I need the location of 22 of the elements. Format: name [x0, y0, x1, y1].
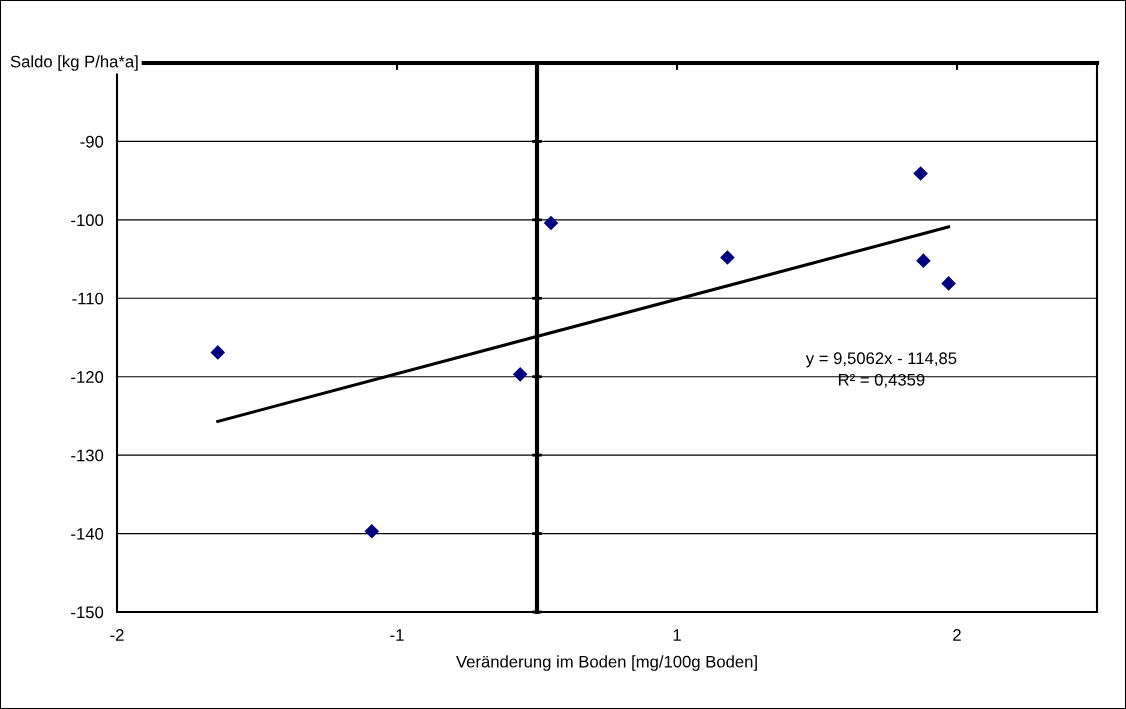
y-tick-label: -110: [72, 292, 104, 305]
point: [916, 253, 931, 268]
point: [543, 215, 559, 231]
y-axis-title: Saldo [kg P/ha*a]: [10, 55, 138, 71]
y-tick-label: -130: [71, 449, 104, 462]
x-tick-label: 1: [673, 629, 681, 641]
point: [210, 345, 226, 360]
y-tick-label: -100: [71, 214, 104, 227]
point: [364, 523, 380, 539]
x-tick-label: 2: [953, 629, 961, 641]
y-tick-label: -120: [71, 371, 104, 383]
x-tick-label: -2: [110, 629, 124, 641]
x-tick-label: -1: [390, 629, 404, 641]
point: [720, 250, 735, 265]
y-tick-label: -150: [71, 606, 104, 619]
annotation: y = 9,5062x - 114,85 R² = 0,4359: [805, 352, 957, 388]
point: [913, 166, 928, 181]
y-tick-label: -140: [71, 527, 104, 540]
point: [512, 367, 528, 382]
point: [941, 276, 956, 291]
x-axis-title: Veränderung im Boden [mg/100g Boden]: [456, 655, 757, 671]
y-tick-label: -90: [80, 135, 104, 148]
